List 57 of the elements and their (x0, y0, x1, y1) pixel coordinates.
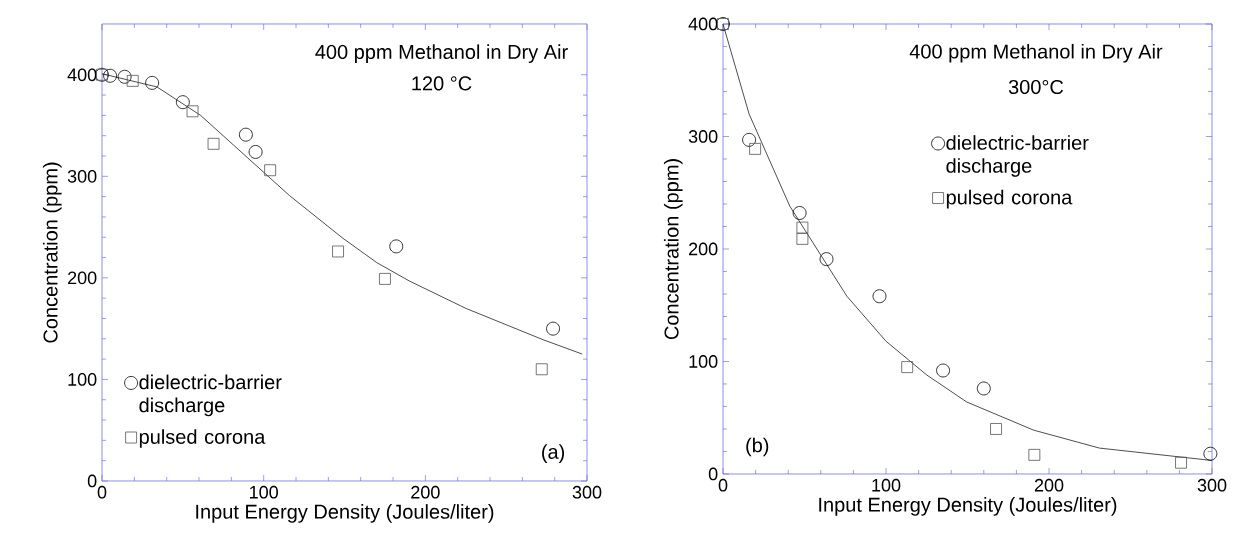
annotation: 300°C (1008, 79, 1064, 95)
point (901, 361, 914, 374)
annotation: (a) (542, 444, 565, 463)
point (103, 68, 117, 83)
point (535, 363, 548, 376)
x-tick-label: 300 (572, 485, 602, 499)
x-tick-label: 100 (872, 478, 901, 492)
y-axis-title: Concentration (ppm) (42, 162, 62, 343)
x-tick-label: 0 (97, 485, 107, 499)
y-tick-label: 100 (68, 373, 97, 386)
point (796, 232, 809, 245)
point (742, 132, 756, 147)
y-axis-title: Concentration (ppm) (663, 159, 683, 340)
point (546, 321, 560, 336)
point (117, 69, 132, 84)
y-tick-label: 200 (689, 242, 718, 256)
y-tick-label: 300 (67, 169, 97, 183)
x-tick-label: 100 (250, 485, 278, 499)
x-tick-label: 0 (718, 478, 728, 492)
legend-label: pulsed corona (946, 189, 1073, 209)
point (872, 289, 887, 304)
legend-label: dielectric-barrier discharge (946, 135, 1089, 177)
legend-label: dielectric-barrier discharge (139, 374, 282, 417)
point (207, 137, 220, 150)
point (239, 127, 253, 142)
point (749, 142, 762, 155)
point (976, 381, 991, 396)
point (796, 221, 809, 234)
annotation: 400 ppm Methanol in Dry Air (315, 44, 568, 64)
point (264, 164, 277, 177)
point (379, 272, 391, 285)
point (1203, 446, 1218, 461)
point (332, 245, 344, 258)
x-axis-title: Input Energy Density (Joules/liter) (196, 504, 494, 523)
y-tick-label: 0 (708, 467, 718, 481)
y-tick-label: 100 (689, 355, 718, 368)
x-tick-label: 200 (411, 485, 440, 499)
point (248, 145, 263, 159)
point (186, 105, 199, 118)
annotation: 120 °C (412, 76, 472, 91)
point (1175, 456, 1187, 469)
point (126, 74, 139, 87)
point (389, 239, 404, 254)
x-tick-label: 300 (1197, 478, 1227, 492)
y-tick-label: 200 (68, 271, 97, 285)
x-tick-label: 200 (1034, 478, 1064, 492)
annotation: (b) (746, 437, 769, 457)
point (792, 206, 807, 220)
point (819, 252, 834, 267)
point (145, 75, 160, 90)
point (1028, 448, 1041, 461)
annotation: 400 ppm Methanol in Dry Air (909, 43, 1163, 63)
y-tick-label: 300 (688, 130, 718, 143)
point (175, 95, 190, 110)
x-axis-title: Input Energy Density (Joules/liter) (819, 497, 1117, 516)
point (936, 363, 950, 378)
legend-label: pulsed corona (139, 429, 266, 448)
